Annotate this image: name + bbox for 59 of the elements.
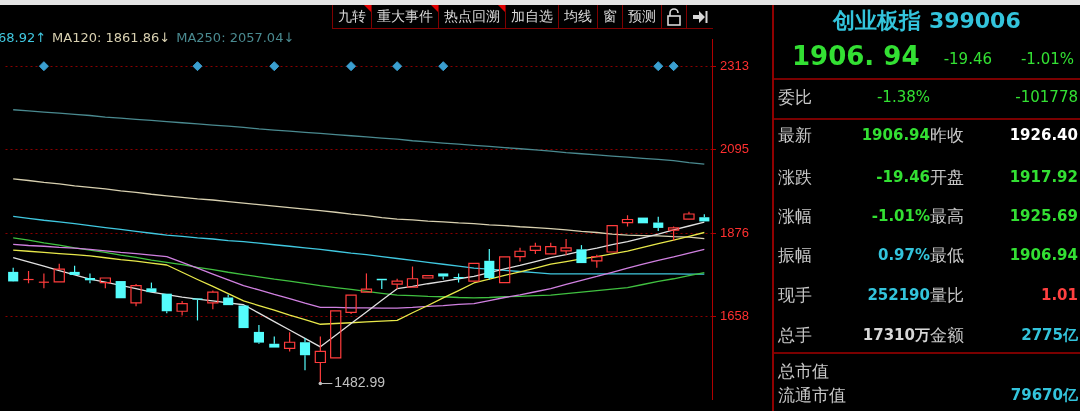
y-tick-label: 1658: [720, 308, 749, 324]
text: 总市值: [778, 360, 829, 383]
candlestick: [253, 324, 264, 343]
text: MA250: 2057.04↓: [176, 30, 295, 45]
text: 流通市值: [778, 384, 846, 407]
text: -1.01%: [871, 207, 930, 225]
candlestick: [514, 247, 526, 263]
text: 1906. 94: [792, 41, 920, 71]
text: 2775亿: [1021, 326, 1078, 345]
annotation: 1482.99: [334, 374, 386, 391]
text: 金额: [930, 324, 964, 347]
candlestick: [391, 278, 403, 290]
text: 总手: [778, 324, 812, 347]
candlestick: [176, 300, 188, 317]
text: 0.97%: [877, 246, 930, 264]
text: 最新: [778, 124, 812, 147]
text: -1.38%: [876, 88, 930, 106]
text: 1906.94: [861, 126, 930, 144]
text: 振幅: [778, 244, 812, 267]
text: 昨收: [930, 124, 964, 147]
text: 最高: [930, 205, 964, 228]
y-tick-label: 2095: [720, 141, 749, 157]
text: 重大事件: [371, 5, 438, 28]
text: -101778: [1015, 88, 1078, 106]
text: MA120: 1861.86↓: [52, 30, 171, 45]
text: 79670亿: [1010, 386, 1078, 405]
text: 252190: [867, 286, 930, 304]
candlestick: [161, 293, 172, 314]
text: 17310万: [862, 326, 930, 345]
text: 预测: [622, 5, 661, 28]
text: -19.46: [943, 50, 992, 68]
candlestick: [191, 298, 204, 322]
text: -19.46: [876, 168, 930, 186]
text: 1926.40: [1009, 126, 1078, 144]
text: 最低: [930, 244, 964, 267]
text: 均线: [558, 5, 597, 28]
text: 涨幅: [778, 205, 812, 228]
text: 九转: [332, 5, 371, 28]
candlestick: [299, 337, 311, 371]
candlestick: [560, 238, 572, 256]
text: 委比: [778, 86, 812, 109]
candlestick: [438, 273, 449, 281]
y-tick-label: 2313: [720, 57, 749, 73]
text: 开盘: [930, 166, 964, 189]
candlestick: [130, 283, 142, 307]
text: 量比: [930, 284, 964, 307]
candlestick: [345, 294, 357, 315]
text: -1.01%: [1020, 50, 1074, 68]
text: 热点回溯: [438, 5, 505, 28]
text: 1925.69: [1009, 207, 1078, 225]
text: 创业板指 399006: [831, 7, 1022, 35]
text: 加自选: [505, 5, 558, 28]
text: 窗: [597, 5, 622, 28]
text: 1.01: [1040, 286, 1078, 304]
text: 现手: [778, 284, 812, 307]
text: 涨跌: [778, 166, 812, 189]
y-tick-label: 1876: [720, 224, 749, 240]
text: 1906.94: [1009, 246, 1078, 264]
text: 1917.92: [1009, 168, 1078, 186]
